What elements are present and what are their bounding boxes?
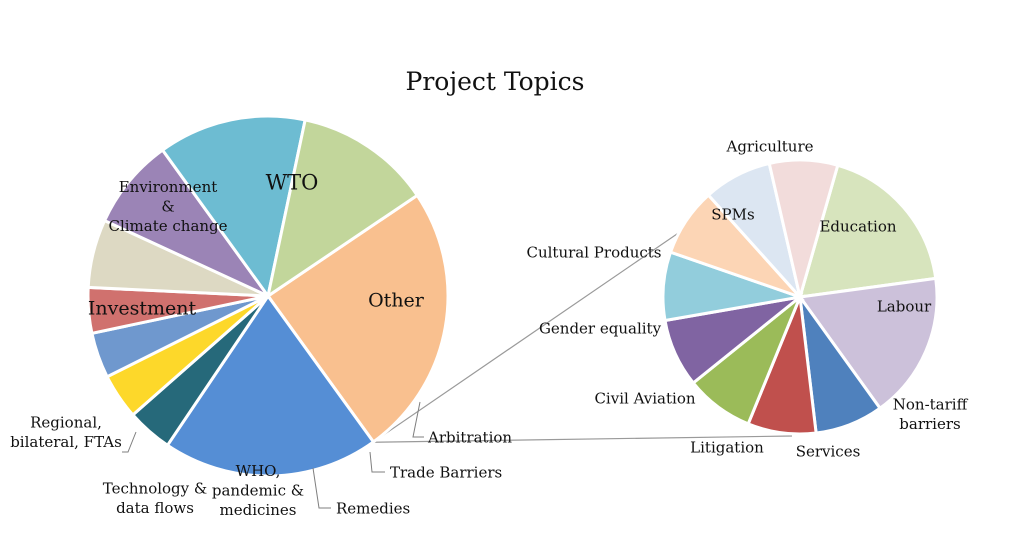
main-label-line: Trade Barriers bbox=[390, 463, 502, 481]
main-label-technology-data-flows: Technology & data flows bbox=[103, 480, 208, 518]
main-pie bbox=[86, 114, 450, 478]
secondary-label-line: barriers bbox=[899, 415, 960, 433]
main-leader-regional-bilateral-ftas bbox=[122, 431, 137, 453]
main-leader-remedies bbox=[312, 467, 331, 509]
main-label-regional-bilateral-ftas: Regional, bilateral, FTAs bbox=[10, 414, 122, 452]
main-label-line: Regional, bbox=[30, 414, 102, 432]
main-slice-wto bbox=[265, 193, 450, 445]
secondary-label-line: Education bbox=[819, 217, 896, 235]
secondary-label-spms: SPMs bbox=[711, 205, 754, 223]
secondary-slice-agriculture bbox=[767, 158, 840, 303]
main-slice-other bbox=[165, 293, 376, 478]
main-label-line: Other bbox=[368, 290, 425, 312]
secondary-label-line: Cultural Products bbox=[527, 243, 662, 261]
main-label-line: bilateral, FTAs bbox=[10, 433, 122, 451]
main-label-line: pandemic & bbox=[212, 481, 304, 499]
main-label-other: Other bbox=[368, 290, 425, 312]
main-label-line: & bbox=[161, 197, 174, 215]
chart-title: Project Topics bbox=[406, 67, 585, 96]
secondary-label-services: Services bbox=[796, 442, 861, 460]
secondary-label-litigation: Litigation bbox=[690, 438, 764, 456]
main-leader-arbitration bbox=[412, 401, 424, 438]
main-label-trade-barriers: Trade Barriers bbox=[390, 463, 502, 481]
secondary-label-line: Labour bbox=[877, 297, 932, 315]
main-label-line: medicines bbox=[220, 501, 297, 519]
main-label-line: Remedies bbox=[336, 499, 410, 517]
main-label-wto: WTO bbox=[266, 170, 319, 194]
secondary-label-cultural-products: Cultural Products bbox=[527, 243, 662, 261]
secondary-label-civil-aviation: Civil Aviation bbox=[594, 389, 695, 407]
secondary-label-education: Education bbox=[819, 217, 896, 235]
secondary-label-labour: Labour bbox=[877, 297, 932, 315]
main-label-remedies: Remedies bbox=[336, 499, 410, 517]
main-label-line: Arbitration bbox=[427, 428, 512, 446]
secondary-label-line: Civil Aviation bbox=[594, 389, 695, 407]
secondary-slice-education bbox=[797, 163, 938, 299]
main-label-line: Technology & bbox=[103, 480, 208, 498]
main-slice-regional-bilateral-ftas bbox=[102, 147, 273, 300]
main-leader-trade-barriers bbox=[369, 451, 385, 473]
secondary-label-line: Agriculture bbox=[726, 137, 814, 155]
secondary-label-line: Gender equality bbox=[539, 319, 662, 337]
main-slice-investment bbox=[160, 114, 307, 300]
main-label-line: Investment bbox=[88, 298, 197, 320]
secondary-label-line: Services bbox=[796, 442, 861, 460]
leader-lines bbox=[122, 401, 424, 509]
secondary-label-agriculture: Agriculture bbox=[726, 137, 814, 155]
main-label-arbitration: Arbitration bbox=[427, 428, 512, 446]
secondary-label-gender-equality: Gender equality bbox=[539, 319, 662, 337]
secondary-label-line: Litigation bbox=[690, 438, 764, 456]
main-label-line: data flows bbox=[116, 499, 194, 517]
secondary-label-line: Non-tariff bbox=[893, 396, 969, 414]
main-label-line: WTO bbox=[266, 170, 319, 194]
secondary-slice-labour bbox=[797, 276, 939, 411]
main-label-line: WHO, bbox=[236, 462, 281, 480]
main-label-line: Environment bbox=[119, 178, 218, 196]
secondary-label-line: SPMs bbox=[711, 205, 754, 223]
secondary-label-non-tariff-barriers: Non-tariff barriers bbox=[893, 396, 969, 434]
main-label-environment-climate-change: Environment & Climate change bbox=[108, 178, 227, 235]
main-slice-environment-climate-change bbox=[265, 118, 420, 300]
slice-labels: WTO Other Arbitration Trade Barriers Remedie… bbox=[10, 137, 968, 519]
main-label-investment: Investment bbox=[88, 298, 197, 320]
secondary-pie bbox=[661, 158, 939, 436]
main-label-who-pandemic-medicines: WHO, pandemic & medicines bbox=[212, 462, 304, 519]
main-label-line: Climate change bbox=[108, 217, 227, 235]
